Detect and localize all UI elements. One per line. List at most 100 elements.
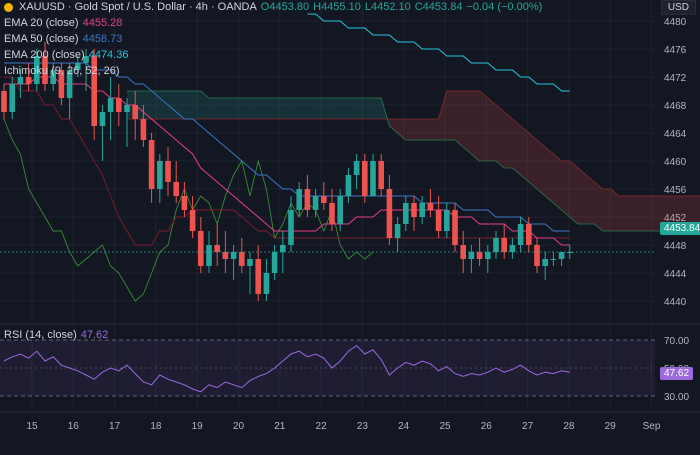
rsi-label: RSI (14, close): [4, 329, 77, 341]
candle-body: [304, 189, 311, 210]
candle-body: [411, 203, 417, 217]
ichimoku-cloud-segment: [209, 98, 218, 119]
ichimoku-cloud-segment: [258, 98, 267, 119]
y-tick-label: 4456: [664, 185, 687, 196]
ichimoku-cloud-segment: [266, 98, 275, 119]
candle-body: [173, 182, 179, 196]
x-tick-label: 27: [522, 421, 534, 432]
candle-body: [42, 56, 48, 84]
ichimoku-cloud-segment: [192, 91, 201, 119]
indicator-ichimoku[interactable]: Ichimoku (9, 26, 52, 26): [4, 64, 542, 78]
ichimoku-cloud-segment: [643, 196, 652, 231]
indicator-ema200[interactable]: EMA 200 (close) 4474.36: [4, 48, 542, 62]
ichimoku-cloud-segment: [405, 119, 414, 140]
candle-body: [403, 203, 409, 224]
candle-body: [534, 245, 540, 266]
symbol-title[interactable]: XAUUSD · Gold Spot / U.S. Dollar · 4h · …: [19, 1, 257, 13]
candle-body: [394, 224, 401, 238]
ichimoku-cloud-segment: [553, 154, 562, 210]
ichimoku-cloud-segment: [315, 98, 324, 119]
y-tick-label: 4472: [664, 73, 687, 84]
candle-body: [476, 252, 483, 259]
ema20-line: [4, 76, 570, 246]
candle-body: [493, 238, 499, 252]
ichimoku-cloud-segment: [504, 112, 513, 168]
candle-body: [25, 77, 32, 84]
candle-body: [198, 231, 204, 266]
ichimoku-cloud-segment: [274, 98, 283, 119]
ichimoku-cloud-segment: [463, 91, 472, 154]
ichimoku-cloud-segment: [569, 161, 578, 224]
x-tick-label: 20: [233, 421, 245, 432]
ichimoku-cloud-segment: [176, 91, 185, 119]
candle-body: [452, 210, 458, 245]
x-tick-label: 15: [26, 421, 38, 432]
rsi-legend[interactable]: RSI (14, close) 47.62: [4, 328, 108, 342]
y-tick-label: 4448: [664, 241, 687, 252]
candle-body: [517, 224, 524, 245]
x-tick-label: Sep: [643, 421, 661, 432]
ichimoku-cloud-segment: [635, 196, 644, 231]
ichimoku-cloud-segment: [627, 196, 636, 231]
candle-body: [239, 252, 245, 266]
x-tick-label: 23: [357, 421, 369, 432]
candle-body: [75, 63, 81, 70]
currency-selector[interactable]: USD: [660, 0, 696, 15]
candle-body: [460, 245, 466, 259]
x-tick-label: 18: [150, 421, 162, 432]
candle-body: [468, 252, 475, 259]
y-tick-label: 4460: [664, 157, 687, 168]
x-tick-label: 29: [605, 421, 617, 432]
candle-body: [485, 252, 491, 259]
indicator-label: Ichimoku (9, 26, 52, 26): [4, 65, 120, 77]
ichimoku-cloud-segment: [332, 98, 341, 119]
indicator-ema20[interactable]: EMA 20 (close) 4455.28: [4, 16, 542, 30]
ichimoku-cloud-segment: [291, 98, 300, 119]
ichimoku-cloud-segment: [233, 98, 242, 119]
candle-body: [288, 210, 294, 245]
candle-body: [542, 259, 548, 266]
price-badge: 4453.84: [660, 222, 700, 235]
candle-body: [140, 119, 147, 140]
candle-body: [427, 203, 434, 210]
ichimoku-cloud-segment: [619, 196, 628, 231]
ichimoku-cloud-segment: [422, 119, 431, 140]
candle-body: [99, 112, 106, 126]
candle-body: [444, 210, 450, 231]
candle-body: [132, 105, 138, 119]
rsi-tick-label: 30.00: [664, 392, 689, 403]
candle-body: [230, 252, 237, 259]
candle-body: [271, 252, 278, 273]
ichimoku-cloud-segment: [438, 91, 447, 140]
candle-body: [567, 252, 573, 253]
candle-body: [107, 98, 114, 112]
candle-body: [345, 175, 352, 196]
candle-body: [501, 238, 507, 252]
candle-body: [1, 91, 7, 112]
x-tick-label: 28: [563, 421, 575, 432]
x-tick-label: 22: [316, 421, 328, 432]
candle-body: [66, 70, 73, 98]
ichimoku-cloud-segment: [200, 91, 209, 119]
ichimoku-cloud-segment: [241, 98, 250, 119]
ichimoku-cloud-segment: [184, 91, 193, 119]
ohlc-low: L4452.10: [364, 1, 411, 13]
candle-body: [296, 189, 302, 210]
candle-body: [247, 259, 253, 266]
ichimoku-cloud-segment: [512, 119, 521, 175]
candle-body: [214, 245, 220, 252]
x-tick-label: 16: [68, 421, 80, 432]
candle-body: [362, 161, 368, 196]
y-tick-label: 4468: [664, 101, 687, 112]
indicator-ema50[interactable]: EMA 50 (close) 4458.73: [4, 32, 542, 46]
ichimoku-cloud-segment: [414, 119, 423, 140]
ohlc-open: O4453.80: [260, 1, 310, 13]
candle-body: [124, 105, 130, 112]
ichimoku-cloud-segment: [323, 98, 332, 119]
ichimoku-cloud-segment: [578, 168, 587, 224]
ema50-line: [4, 62, 570, 232]
symbol-legend: XAUUSD · Gold Spot / U.S. Dollar · 4h · …: [4, 0, 542, 78]
ichimoku-cloud-segment: [610, 189, 619, 231]
